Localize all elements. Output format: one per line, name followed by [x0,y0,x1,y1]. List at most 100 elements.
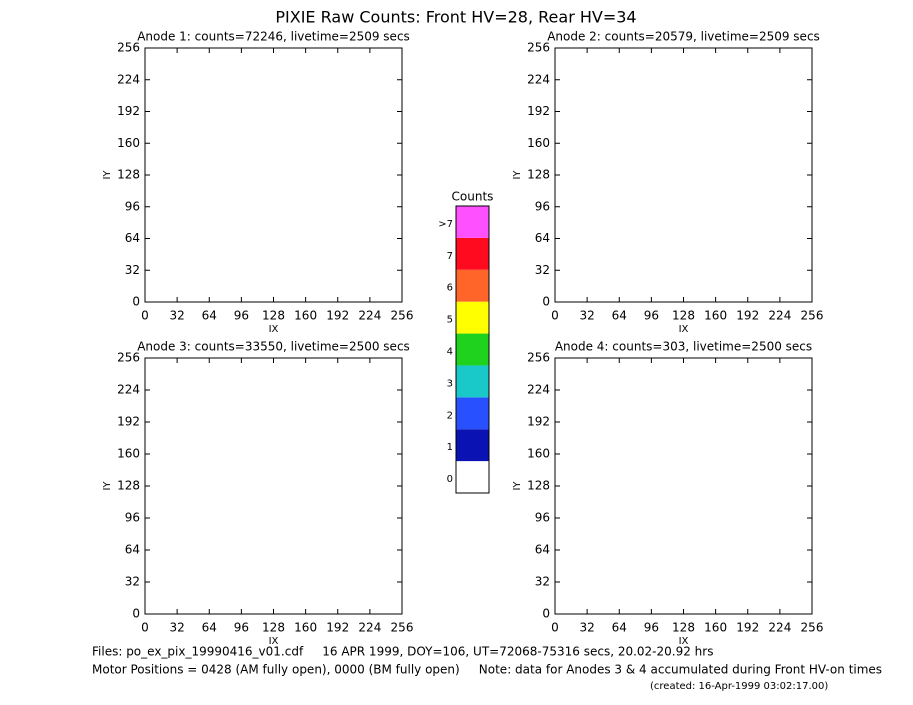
x-tick-label: 96 [234,309,249,323]
x-tick-label: 160 [704,621,727,635]
y-tick-label: 128 [527,479,550,493]
x-tick-label: 192 [326,309,349,323]
plot-frame [144,47,403,303]
x-axis-label: IX [679,324,689,335]
panel-title: Anode 4: counts=303, livetime=2500 secs [555,340,812,354]
y-tick-label: 0 [542,295,550,309]
colorbar-swatch [456,206,489,238]
x-tick-label: 96 [644,621,659,635]
x-tick-label: 32 [169,621,184,635]
x-tick-label: 96 [234,621,249,635]
x-tick-label: 256 [391,621,414,635]
x-tick-label: 256 [801,309,824,323]
figure-title: PIXIE Raw Counts: Front HV=28, Rear HV=3… [275,8,636,27]
y-tick-label: 192 [117,104,140,118]
x-axis-label: IX [679,636,689,647]
y-tick-label: 128 [117,479,140,493]
y-tick-label: 160 [117,447,140,461]
x-tick-label: 192 [736,621,759,635]
x-tick-label: 0 [141,309,149,323]
x-tick-label: 128 [262,621,285,635]
y-tick-label: 192 [527,104,550,118]
y-tick-label: 160 [527,136,550,150]
colorbar-swatch [456,365,489,398]
y-tick-label: 64 [535,543,550,557]
y-tick-label: 192 [527,415,550,429]
colorbar-title: Counts [452,190,494,204]
y-axis-label: IY [512,170,523,180]
y-tick-label: 160 [527,447,550,461]
y-tick-label: 64 [125,543,140,557]
x-tick-label: 32 [579,621,594,635]
panel-title: Anode 3: counts=33550, livetime=2500 sec… [137,340,410,354]
footer-line: Files: po_ex_pix_19990416_v01.cdf 16 APR… [92,645,713,659]
colorbar-swatch [456,237,489,270]
x-tick-label: 64 [612,309,627,323]
colorbar-frame [455,205,490,494]
x-tick-label: 160 [294,621,317,635]
y-tick-label: 96 [125,511,140,525]
y-tick-label: 224 [117,72,140,86]
x-tick-label: 128 [262,309,285,323]
colorbar-label: 4 [447,347,453,358]
x-tick-label: 160 [704,309,727,323]
y-tick-label: 32 [535,263,550,277]
y-tick-label: 256 [527,351,550,365]
x-tick-label: 224 [768,309,791,323]
x-tick-label: 160 [294,309,317,323]
x-tick-label: 192 [736,309,759,323]
y-axis-label: IY [512,481,523,491]
x-tick-label: 192 [326,621,349,635]
colorbar-label: 1 [447,442,453,453]
y-tick-label: 96 [125,199,140,213]
panel-title: Anode 2: counts=20579, livetime=2509 sec… [547,30,820,44]
plot-frame [554,357,813,615]
y-tick-label: 224 [527,383,550,397]
x-tick-label: 128 [672,621,695,635]
y-tick-label: 192 [117,415,140,429]
x-tick-label: 224 [768,621,791,635]
colorbar-label: 7 [447,251,453,262]
created-note: (created: 16-Apr-1999 03:02:17.00) [650,681,828,692]
y-tick-label: 256 [117,351,140,365]
colorbar-swatch [456,397,489,430]
y-tick-label: 128 [117,168,140,182]
colorbar-swatch [456,429,489,462]
x-tick-label: 64 [202,621,217,635]
colorbar-label: 3 [447,378,453,389]
y-tick-label: 64 [535,231,550,245]
x-tick-label: 256 [801,621,824,635]
x-tick-label: 64 [612,621,627,635]
x-tick-label: 224 [358,309,381,323]
y-tick-label: 224 [527,72,550,86]
footer-line: Motor Positions = 0428 (AM fully open), … [92,663,882,677]
colorbar-label: 5 [447,315,453,326]
y-axis-label: IY [102,481,113,491]
y-tick-label: 256 [117,41,140,55]
plot-frame [554,47,813,303]
y-tick-label: 0 [132,295,140,309]
colorbar-label: >7 [438,219,453,230]
y-tick-label: 64 [125,231,140,245]
x-tick-label: 96 [644,309,659,323]
x-tick-label: 64 [202,309,217,323]
y-tick-label: 32 [535,575,550,589]
x-tick-label: 0 [141,621,149,635]
colorbar-label: 6 [447,283,453,294]
y-tick-label: 96 [535,511,550,525]
y-axis-label: IY [102,170,113,180]
panel-title: Anode 1: counts=72246, livetime=2509 sec… [137,30,410,44]
plot-frame [144,357,403,615]
y-tick-label: 32 [125,575,140,589]
y-tick-label: 224 [117,383,140,397]
y-tick-label: 256 [527,41,550,55]
x-tick-label: 224 [358,621,381,635]
colorbar-swatch [456,269,489,302]
y-tick-label: 0 [542,607,550,621]
y-tick-label: 32 [125,263,140,277]
y-tick-label: 0 [132,607,140,621]
colorbar-label: 2 [447,410,453,421]
x-tick-label: 32 [169,309,184,323]
y-tick-label: 128 [527,168,550,182]
